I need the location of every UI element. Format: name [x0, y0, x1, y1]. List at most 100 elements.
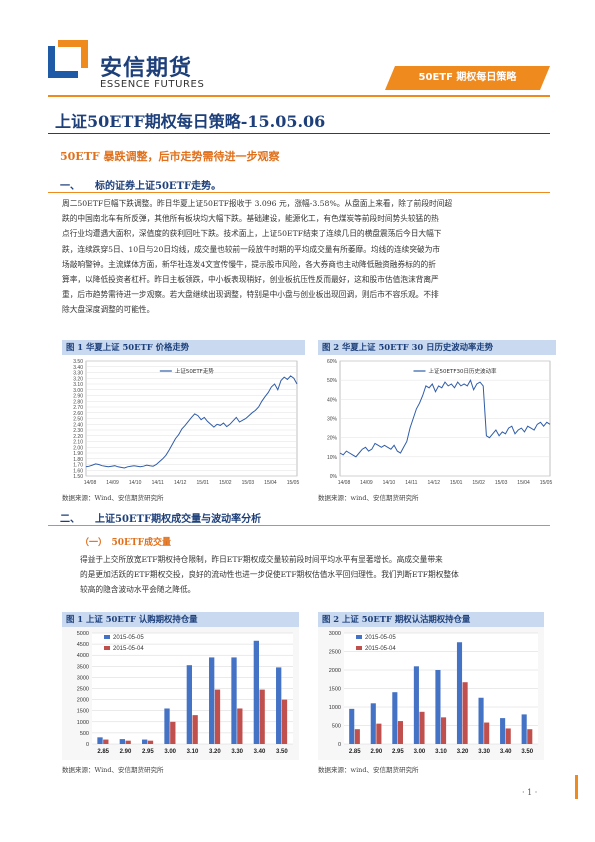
paragraph-line: 的是更加活跃的ETF期权交投，良好的流动性也进一步促使ETF期权估值水平回归理性…: [80, 570, 459, 580]
figure-3-chart: 0 500 1000 1500 2000 2500 3000 3500 4000 4500 5000…: [62, 627, 299, 760]
y-tick-label: 2.90: [73, 394, 83, 400]
paragraph-line: 周二50ETF巨幅下跌调整。昨日华夏上证50ETF报收于 3.096 元，涨幅-…: [62, 199, 453, 208]
y-tick-label: 4500: [77, 642, 89, 648]
y-tick-label: 1.50: [73, 474, 83, 480]
bar: [281, 699, 288, 744]
paragraph-line: 点行业均遭遇大面积，深值度的获利回吐下跌。技术面上，上证50ETF结束了连续几日…: [62, 229, 442, 239]
y-tick-label: 2500: [77, 687, 89, 693]
y-tick-label: 2500: [329, 650, 341, 656]
y-tick-label: 3000: [77, 675, 89, 681]
paragraph-line: 算率，以降低投资者杠杆。昨日主板领跌，中小板表现稍好，创业板抗压性反而最好，这和…: [62, 275, 439, 285]
bar: [103, 739, 109, 744]
x-tick-label: 14/09: [360, 480, 373, 486]
y-tick-label: 2.10: [73, 440, 83, 446]
document-title: 上证50ETF期权每日策略-15.05.06: [55, 112, 326, 131]
bar: [170, 721, 176, 744]
y-tick-label: 3.20: [73, 376, 83, 382]
section2-subheading: （一） 50ETF成交量: [80, 538, 171, 548]
y-tick-label: 2000: [329, 668, 341, 674]
figure-4-title: 图 2 上证 50ETF 期权认沽期权持仓量: [318, 612, 544, 627]
y-tick-label: 60%: [327, 359, 338, 365]
y-tick-label: 2.70: [73, 405, 83, 411]
x-tick-label: 3.00: [414, 749, 426, 755]
x-tick-label: 14/10: [129, 480, 142, 486]
bar: [237, 708, 243, 744]
section1-paragraph: 周二50ETF巨幅下跌调整。昨日华夏上证50ETF报收于 3.096 元，涨幅-…: [62, 196, 550, 318]
x-tick-label: 15/03: [242, 480, 255, 486]
figure-1-title: 图 1 华夏上证 50ETF 价格走势: [62, 340, 305, 355]
bar: [419, 711, 425, 744]
figure-4: 图 2 上证 50ETF 期权认沽期权持仓量 0 500 1000 1500 2000 2…: [318, 612, 544, 760]
figure-2-chart: 0% 10% 20% 30% 40% 50% 60% 14/08 14/09 14/10 14/11…: [327, 359, 552, 486]
bar: [505, 728, 511, 744]
figure-2-title: 图 2 华夏上证 50ETF 30 日历史波动率走势: [318, 340, 556, 355]
bar: [186, 665, 192, 744]
figure-3-title: 图 1 上证 50ETF 认购期权持仓量: [62, 612, 299, 627]
x-tick-label: 15/04: [264, 480, 277, 486]
figure-1: 图 1 华夏上证 50ETF 价格走势 1.50 1.60 1.70 1.80 1.90…: [62, 340, 305, 490]
x-tick-label: 14/08: [84, 480, 97, 486]
bar: [125, 740, 131, 744]
bar: [376, 723, 382, 744]
y-tick-label: 40%: [327, 397, 338, 403]
y-tick-label: 3.00: [73, 388, 83, 394]
section2-paragraph: 得益于上交所放宽ETF期权持仓限制，昨日ETF期权成交量较前段时间平均水平有显著…: [80, 552, 550, 598]
bar: [192, 715, 198, 744]
y-tick-label: 500: [80, 731, 89, 737]
figure-1-chart: 1.501.601.701.801.902.002.102.202.302.40…: [73, 359, 300, 486]
section1-heading: 一、 标的证券上证50ETF走势。: [60, 181, 222, 192]
y-tick-label: 500: [332, 724, 341, 730]
y-tick-label: 2.30: [73, 428, 83, 434]
paragraph-line: 重，后市趋势需待进一步观察。若大盘继续出现调整，特别是中小盘与创业板出现回调，则…: [62, 290, 439, 300]
x-tick-label: 3.30: [231, 749, 243, 755]
x-tick-label: 14/11: [152, 480, 164, 486]
y-tick-label: 3500: [77, 664, 89, 670]
paragraph-line: 较高的隐含波动水平会随之降低。: [80, 585, 196, 595]
y-tick-label: 2.20: [73, 434, 83, 440]
y-tick-label: 3000: [329, 631, 341, 637]
y-tick-label: 1.90: [73, 451, 83, 457]
figure-4-chart: 0 500 1000 1500 2000 2500 3000 2.85 2.90 2.95 3.00…: [318, 627, 544, 760]
paragraph-line: 跌，连续跌穿5日、10日与20日均线，成交量也较前一段放牛时期的平均成交量有所萎…: [62, 244, 441, 254]
brand-name-en: ESSENCE FUTURES: [100, 79, 205, 90]
x-tick-label: 15/05: [287, 480, 300, 486]
brand-name-cn: 安信期货: [100, 56, 193, 81]
bar: [370, 703, 376, 744]
bar: [392, 692, 398, 744]
bar: [349, 708, 355, 744]
logo-orange-bracket: [58, 40, 88, 68]
y-tick-label: 1500: [77, 709, 89, 715]
x-tick-label: 15/04: [517, 480, 530, 486]
legend-label: 2015-05-05: [113, 635, 144, 641]
x-tick-label: 3.20: [209, 749, 221, 755]
x-tick-label: 3.10: [435, 749, 447, 755]
y-tick-label: 20%: [327, 436, 338, 442]
bar: [147, 740, 154, 744]
legend-label: 上证50ETF30日历史波动率: [429, 367, 497, 375]
legend-swatch: [356, 635, 362, 639]
x-tick-label: 14/09: [106, 480, 119, 486]
series-line: [85, 375, 298, 469]
series-line: [339, 378, 551, 458]
header-band-label: 50ETF 期权每日策略: [418, 72, 517, 83]
bar: [397, 721, 403, 744]
bar: [521, 714, 527, 744]
bar: [97, 737, 103, 744]
y-tick-label: 2.00: [73, 445, 83, 451]
x-tick-label: 14/08: [338, 480, 351, 486]
section2-heading: 二、 上证50ETF期权成交量与波动率分析: [60, 514, 262, 525]
x-tick-label: 3.40: [500, 749, 512, 755]
legend-swatch: [104, 635, 110, 639]
section2-rule: [48, 525, 550, 526]
x-tick-label: 15/01: [197, 480, 210, 486]
y-tick-label: 1.60: [73, 468, 83, 474]
x-tick-label: 2.95: [142, 749, 154, 755]
paragraph-line: 场敲响警钟。主流媒体方面，新华社连发4文宣传慢牛，提示股市风险，各大券商也主动降…: [62, 259, 436, 269]
y-tick-label: 2.40: [73, 422, 83, 428]
y-tick-label: 5000: [77, 631, 89, 637]
bar: [142, 739, 148, 744]
bar: [354, 729, 360, 744]
bar: [478, 697, 484, 744]
document-subtitle: 50ETF 暴跌调整，后市走势需待进一步观察: [60, 150, 280, 163]
y-tick-label: 3.30: [73, 371, 83, 377]
